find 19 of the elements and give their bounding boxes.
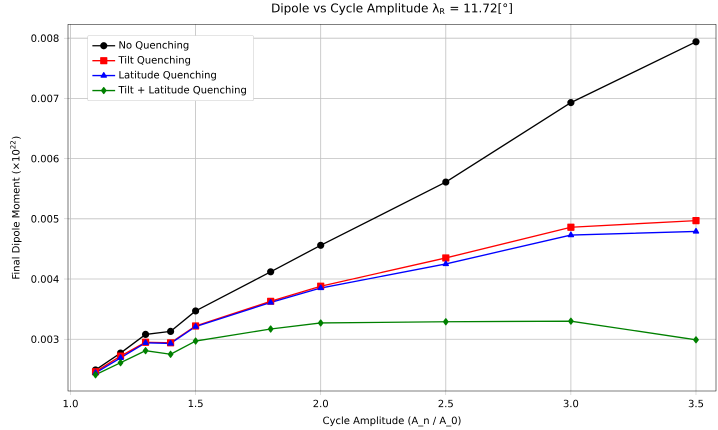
y-tick-label: 0.004 <box>31 275 59 283</box>
y-axis-title: Final Dipole Moment (×10$^{22}$) <box>10 136 22 279</box>
legend-label: Tilt Quenching <box>118 56 190 66</box>
x-tick-label: 3.0 <box>564 400 578 408</box>
x-tick-label: 3.5 <box>688 400 704 408</box>
x-tick-label: 1.0 <box>64 400 78 408</box>
x-tick-label: 1.5 <box>188 400 203 408</box>
y-tick-label: 0.006 <box>31 154 59 162</box>
x-axis-title: Cycle Amplitude (A_n / A_0) <box>323 416 461 426</box>
y-tick-label: 0.008 <box>31 34 59 42</box>
y-tick-label: 0.007 <box>31 94 58 102</box>
y-tick-label: 0.005 <box>31 215 58 223</box>
x-tick-label: 2.5 <box>438 400 453 408</box>
legend-label: No Quenching <box>119 40 188 51</box>
legend-label: Latitude Quenching <box>119 70 216 80</box>
y-tick-label: 0.003 <box>31 335 58 344</box>
x-tick-label: 2.0 <box>313 400 328 408</box>
chart-title: Dipole vs Cycle Amplitude λ$_{R}$ = 11.72[°] <box>272 3 512 15</box>
legend-label: Tilt + Latitude Quenching <box>118 86 246 96</box>
